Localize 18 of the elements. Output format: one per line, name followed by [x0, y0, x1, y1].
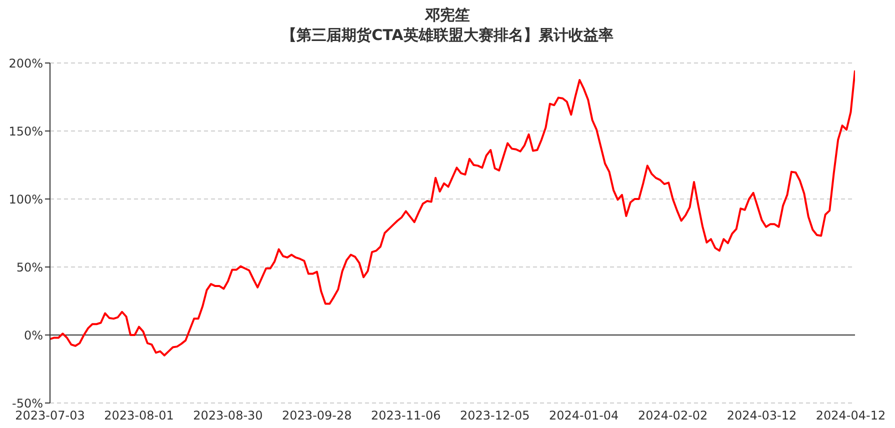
x-tick-label: 2024-04-12 — [816, 408, 886, 423]
x-tick-label: 2024-01-04 — [548, 408, 619, 423]
y-tick-label: 100% — [8, 192, 43, 206]
x-tick-label: 2024-03-12 — [726, 408, 797, 423]
x-tick-label: 2023-08-01 — [104, 408, 174, 423]
x-tick-label: 2023-09-28 — [282, 408, 352, 423]
x-tick-label: 2023-11-06 — [371, 408, 441, 423]
y-tick-label: 0% — [24, 328, 43, 342]
x-tick-label: 2023-07-03 — [15, 408, 85, 423]
y-tick-label: 50% — [16, 260, 43, 274]
y-tick-label: -50% — [12, 396, 43, 410]
chart-title: 邓宪笙 — [424, 5, 471, 25]
x-tick-label: 2024-02-02 — [638, 408, 708, 423]
chart-subtitle: 【第三届期货CTA英雄联盟大赛排名】累计收益率 — [280, 25, 614, 45]
x-tick-label: 2023-12-05 — [460, 408, 530, 423]
y-tick-label: 150% — [8, 124, 43, 138]
x-tick-label: 2023-08-30 — [193, 408, 263, 423]
y-tick-label: 200% — [8, 56, 43, 70]
